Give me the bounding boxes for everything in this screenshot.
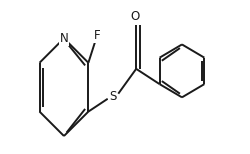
Text: N: N (60, 32, 68, 45)
Text: S: S (109, 90, 116, 103)
Text: O: O (130, 10, 140, 23)
Text: F: F (94, 29, 101, 42)
